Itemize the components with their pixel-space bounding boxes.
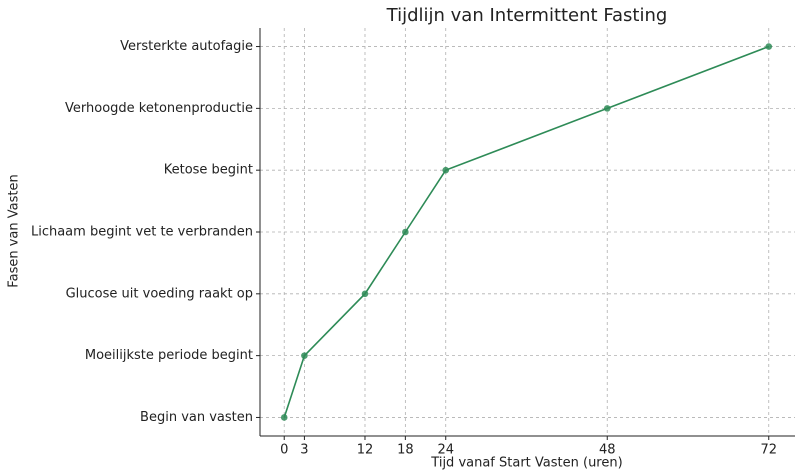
x-tick-label: 18: [397, 443, 414, 458]
x-tick-label: 12: [357, 443, 374, 458]
point: [301, 352, 308, 359]
x-axis-label: Tijd vanaf Start Vasten (uren): [430, 456, 622, 471]
point: [765, 43, 773, 50]
x-tick-label: 72: [760, 443, 777, 458]
point: [442, 166, 450, 174]
point: [361, 290, 369, 298]
x-tick-label: 0: [280, 443, 288, 458]
x-tick-label: 3: [300, 443, 308, 458]
x-tick-label: 48: [599, 443, 616, 458]
point: [603, 105, 611, 112]
x-tick-label: 24: [437, 443, 454, 458]
point: [280, 414, 288, 421]
y-tick-label: Moeilijkste periode begint: [85, 348, 253, 363]
y-tick-label: Lichaam begint vet te verbranden: [31, 225, 253, 240]
chart-title: Tijdlijn van Intermittent Fasting: [386, 5, 668, 26]
y-axis-label: Fasen van Vasten: [7, 174, 22, 287]
y-tick-label: Verhoogde ketonenproductie: [65, 101, 253, 116]
y-tick-label: Begin van vasten: [140, 410, 253, 425]
y-tick-label: Versterkte autofagie: [120, 39, 253, 54]
y-tick-label: Glucose uit voeding raakt op: [66, 286, 253, 301]
y-tick-label: Ketose begint: [164, 163, 253, 178]
point: [402, 228, 409, 236]
